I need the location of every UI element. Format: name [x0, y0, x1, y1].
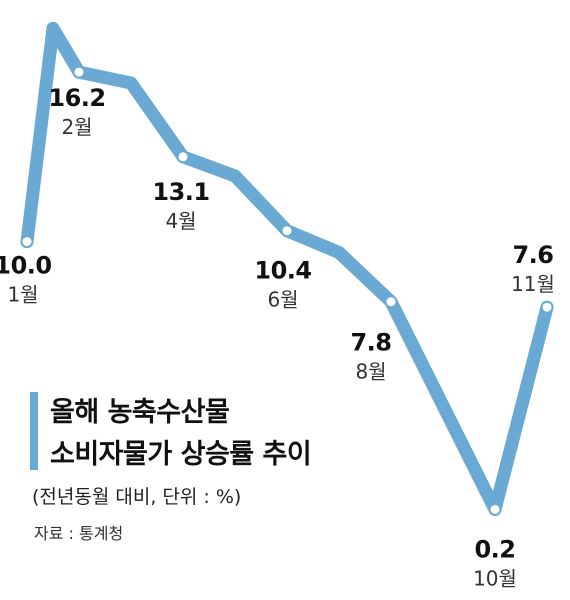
data-label-month: 1월 [7, 283, 38, 307]
data-label-value: 10.0 [0, 252, 52, 280]
data-label-value: 13.1 [152, 178, 209, 206]
chart-title-line-1: 올해 농축수산물 [50, 397, 230, 428]
chart-subtitle: (전년동월 대비, 단위 : %) [32, 486, 242, 508]
data-point-marker [540, 300, 554, 314]
data-label-value: 16.2 [48, 84, 105, 112]
data-label-value: 0.2 [474, 536, 515, 564]
data-label-value: 7.6 [512, 241, 553, 269]
data-point-marker [176, 150, 190, 164]
data-label-month: 8월 [355, 360, 386, 384]
data-point-marker [72, 65, 86, 79]
data-point-marker [384, 295, 398, 309]
chart-title-line-2: 소비자물가 상승률 추이 [50, 439, 312, 470]
data-point-marker [488, 503, 502, 516]
data-point-marker [20, 235, 34, 249]
title-accent-bar [30, 392, 38, 470]
data-label-month: 11월 [511, 272, 555, 296]
data-label-month: 6월 [267, 288, 298, 312]
data-label-month: 2월 [61, 115, 92, 139]
data-label-value: 10.4 [254, 257, 311, 285]
series-line [20, 21, 554, 516]
data-label-month: 4월 [165, 209, 196, 233]
data-label-value: 7.8 [350, 329, 391, 357]
data-label-month: 10월 [473, 567, 517, 591]
source-note: 자료 : 통계청 [34, 524, 124, 543]
data-point-marker [280, 224, 294, 238]
